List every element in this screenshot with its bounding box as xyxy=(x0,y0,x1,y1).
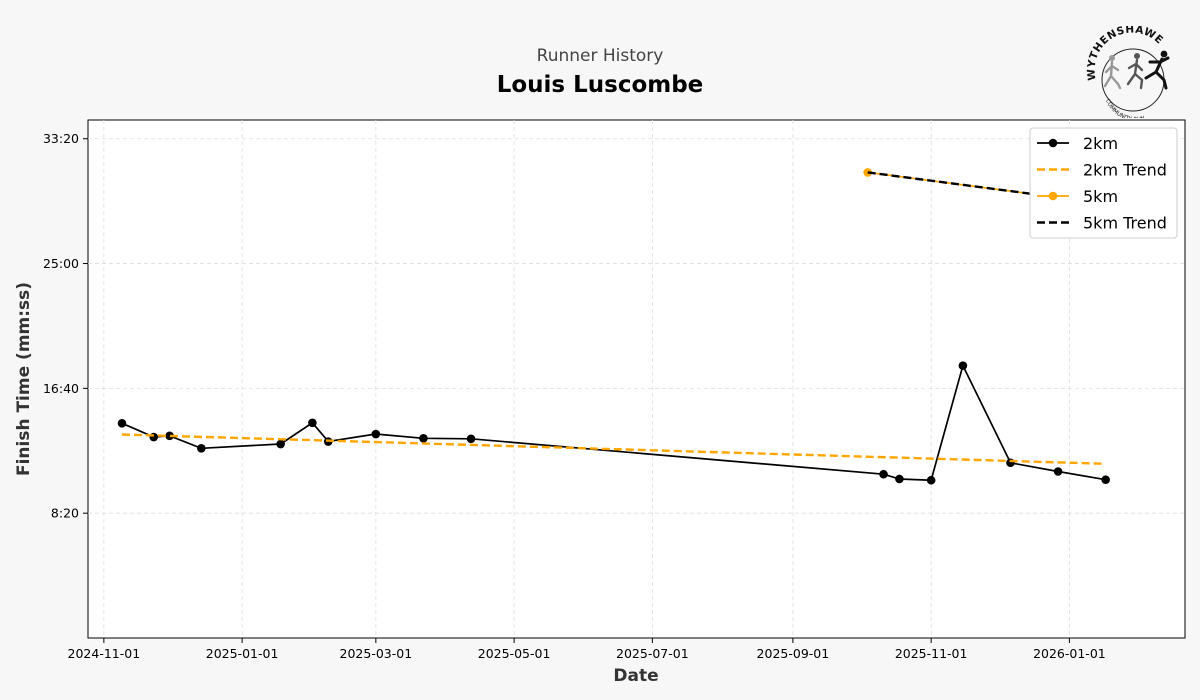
5km-point xyxy=(863,168,872,177)
legend-box xyxy=(1029,127,1178,239)
2km-trend-line xyxy=(121,433,1106,465)
2km-point xyxy=(895,474,904,484)
2km-point xyxy=(117,419,127,428)
2km-point xyxy=(149,432,159,442)
2km-point xyxy=(1101,475,1110,485)
wythenshawe-logo: WYTHENSHAWE COMMUNITY RUN xyxy=(1086,26,1170,118)
legend-label-2km: 2km xyxy=(1083,134,1118,153)
x-tick-label: 2025-11-01 xyxy=(895,646,968,661)
legend: 2km 2km Trend 5km 5km Trend xyxy=(1029,127,1178,239)
2km-point xyxy=(1053,467,1063,476)
x-tick-label: 2025-05-01 xyxy=(478,646,551,661)
legend-marker-5km xyxy=(1048,191,1058,201)
x-tick-label: 2026-01-01 xyxy=(1033,646,1106,661)
chart-title: Louis Luscombe xyxy=(496,72,704,98)
x-axis-label: Date xyxy=(613,666,658,686)
x-tick-label: 2024-11-01 xyxy=(68,646,141,661)
2km-point xyxy=(1006,458,1015,468)
2km-point xyxy=(879,469,888,479)
y-axis-label: Finish Time (mm:ss) xyxy=(14,282,34,476)
y-tick-label: 25:00 xyxy=(43,256,79,271)
y-tick-label: 8:20 xyxy=(51,506,79,521)
5km-trend-line xyxy=(867,171,1122,207)
2km-point xyxy=(308,418,317,428)
legend-label-2km-trend: 2km Trend xyxy=(1083,161,1167,180)
x-tick-label: 2025-03-01 xyxy=(340,646,413,661)
2km-point xyxy=(958,361,968,370)
legend-label-5km: 5km xyxy=(1083,187,1118,206)
2km-point xyxy=(197,443,206,453)
x-tick-label: 2025-09-01 xyxy=(757,646,830,661)
2km-point xyxy=(276,439,285,449)
2km-point xyxy=(419,433,428,443)
2km-point xyxy=(466,434,476,444)
2km-point xyxy=(926,475,936,485)
x-tick-label: 2025-07-01 xyxy=(616,646,689,661)
y-tick-label: 33:20 xyxy=(43,131,79,146)
2km-point xyxy=(165,431,174,441)
x-axis: 2024-11-01 2025-01-01 2025-03-01 2025-05-01… xyxy=(68,638,1106,661)
y-axis: 8:20 16:40 25:00 33:20 xyxy=(43,131,88,521)
2km-point xyxy=(371,429,381,439)
y-tick-label: 16:40 xyxy=(43,381,79,396)
legend-marker-2km xyxy=(1048,138,1058,148)
grid-lines xyxy=(88,120,1185,638)
legend-label-5km-trend: 5km Trend xyxy=(1083,214,1167,233)
plot-area xyxy=(87,119,1186,639)
chart-subtitle: Runner History xyxy=(536,46,664,66)
x-tick-label: 2025-01-01 xyxy=(206,646,279,661)
